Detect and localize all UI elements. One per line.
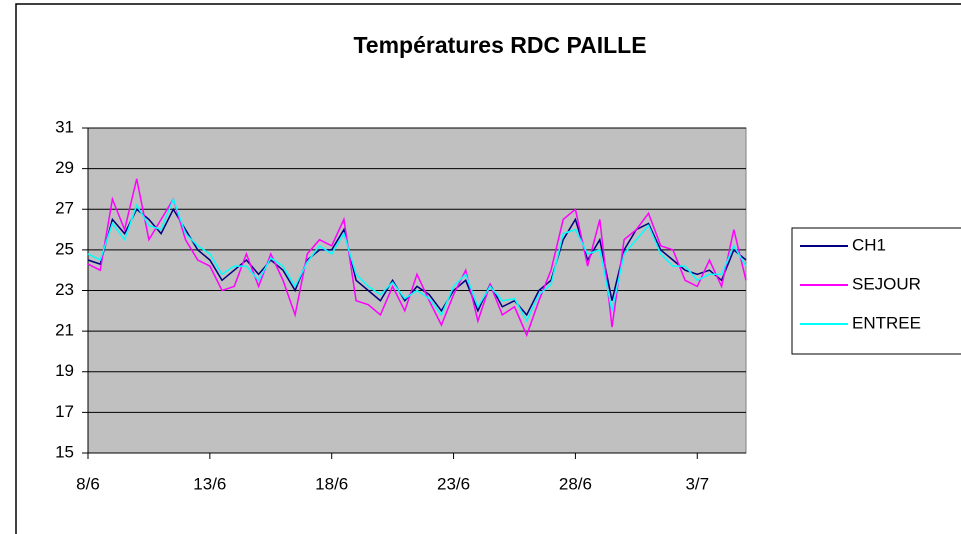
y-tick-label: 19 xyxy=(55,361,74,380)
chart-title: Températures RDC PAILLE xyxy=(353,32,646,58)
x-tick-label: 28/6 xyxy=(559,474,592,493)
x-tick-label: 13/6 xyxy=(193,474,226,493)
legend-label: CH1 xyxy=(852,235,886,254)
y-tick-label: 15 xyxy=(55,442,74,461)
y-tick-label: 21 xyxy=(55,321,74,340)
x-tick-label: 8/6 xyxy=(76,474,100,493)
y-tick-label: 31 xyxy=(55,117,74,136)
series-line xyxy=(87,178,747,338)
x-tick-label: 18/6 xyxy=(315,474,348,493)
series-line xyxy=(87,196,747,323)
y-tick-label: 25 xyxy=(55,239,74,258)
y-tick-label: 27 xyxy=(55,199,74,218)
x-tick-label: 3/7 xyxy=(685,474,709,493)
x-tick-label: 23/6 xyxy=(437,474,470,493)
legend-label: SEJOUR xyxy=(852,274,921,293)
legend-label: ENTREE xyxy=(852,313,921,332)
legend xyxy=(791,227,961,355)
y-tick-label: 17 xyxy=(55,402,74,421)
y-tick-label: 23 xyxy=(55,280,74,299)
y-tick-label: 29 xyxy=(55,158,74,177)
